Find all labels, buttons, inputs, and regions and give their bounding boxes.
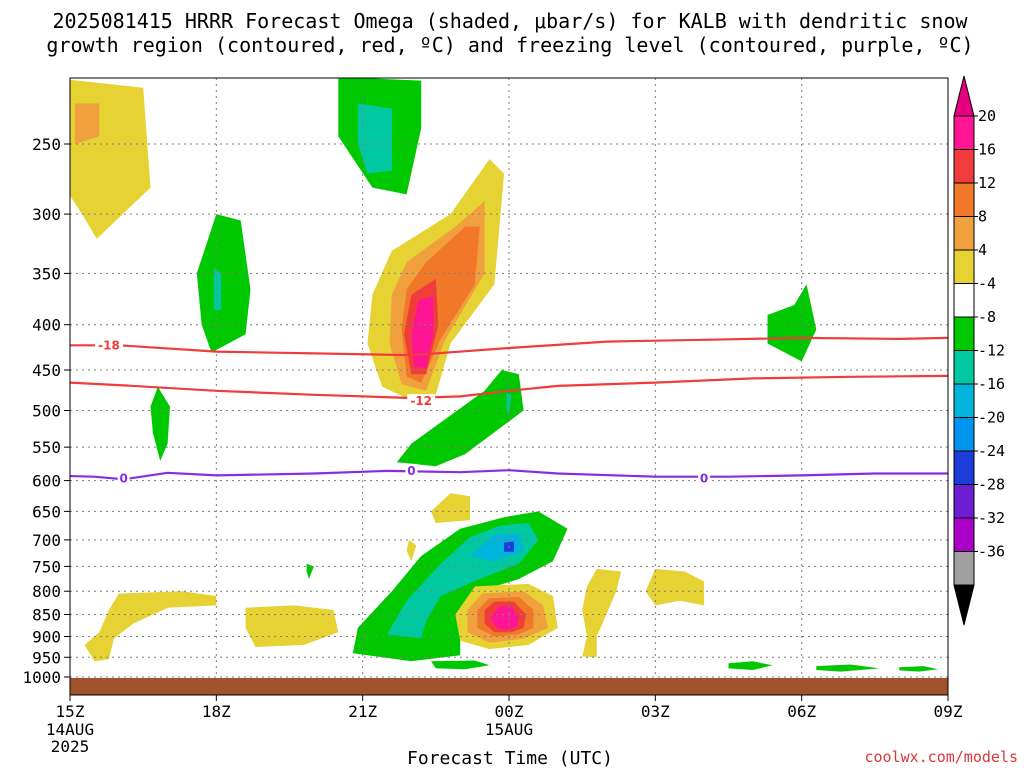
y-axis: 250 300 350 400 450 500 550 600 650 700 750 800 850 9… xyxy=(22,135,70,687)
temperature-contours: -18 -12 0 0 0 xyxy=(70,336,948,486)
colorbar-label-8: -16 xyxy=(978,375,1005,393)
omega-region-33 xyxy=(816,664,880,672)
colorbar-swatch-10 xyxy=(953,450,975,485)
colorbar-swatch-8 xyxy=(953,383,975,418)
omega-region-16 xyxy=(406,539,417,562)
y-tick-label-450: 450 xyxy=(32,361,61,380)
ground-surface xyxy=(70,678,948,695)
plot-area: -18 -12 0 0 0 xyxy=(69,77,949,696)
y-tick-label-650: 650 xyxy=(32,502,61,521)
contour-label-bg-0 xyxy=(95,338,124,352)
y-tick-label-1000: 1000 xyxy=(22,668,61,687)
colorbar-label-11: -28 xyxy=(978,476,1005,494)
colorbar-swatch-3 xyxy=(953,216,975,251)
contour-label-0: -18 xyxy=(98,338,120,352)
y-tick-label-900: 900 xyxy=(32,627,61,646)
y-tick-label-950: 950 xyxy=(32,648,61,667)
contour-label-bg-1 xyxy=(407,394,436,408)
contour-label-4: 0 xyxy=(700,472,708,486)
x-axis-title: Forecast Time (UTC) xyxy=(407,748,613,768)
colorbar-swatch-9 xyxy=(953,417,975,452)
contour-line-1 xyxy=(70,374,948,400)
omega-region-12 xyxy=(150,386,170,461)
x-tick-year-15Z: 2025 xyxy=(51,737,90,756)
contour-label-1: -12 xyxy=(410,394,432,408)
contour-label-bg-2 xyxy=(117,471,130,485)
x-tick-label-09Z: 09Z xyxy=(934,702,963,721)
y-tick-label-850: 850 xyxy=(32,606,61,625)
y-tick-label-250: 250 xyxy=(32,135,61,154)
colorbar-label-7: -12 xyxy=(978,342,1005,360)
x-tick-date-15Z: 14AUG xyxy=(46,720,94,739)
contour-label-2: 0 xyxy=(119,472,127,486)
y-tick-label-300: 300 xyxy=(32,205,61,224)
omega-region-34 xyxy=(899,666,939,672)
omega-region-17 xyxy=(306,563,314,579)
y-tick-label-550: 550 xyxy=(32,438,61,457)
colorbar-swatch-12 xyxy=(953,517,975,552)
contour-line-0 xyxy=(70,336,948,357)
omega-region-13 xyxy=(396,370,524,467)
x-tick-label-06Z: 06Z xyxy=(787,702,816,721)
omega-region-26 xyxy=(490,606,519,630)
colorbar-label-4: 4 xyxy=(978,241,987,259)
omega-region-11 xyxy=(767,284,817,362)
colorbar-label-2: 12 xyxy=(978,174,996,192)
colorbar: 20 16 12 8 4 -4 -8 -12 -16 -20 -24 -28 -32 -36 xyxy=(953,75,1005,626)
omega-region-3 xyxy=(357,103,392,174)
x-tick-label-03Z: 03Z xyxy=(641,702,670,721)
x-tick-label-15Z: 15Z xyxy=(56,702,85,721)
y-tick-label-350: 350 xyxy=(32,264,61,283)
x-tick-label-18Z: 18Z xyxy=(202,702,231,721)
omega-region-29 xyxy=(84,591,217,662)
colorbar-label-1: 16 xyxy=(978,141,996,159)
contour-label-bg-4 xyxy=(698,471,711,485)
omega-region-8 xyxy=(411,296,434,369)
omega-region-1 xyxy=(74,103,100,144)
credit-label: coolwx.com/models xyxy=(864,748,1018,766)
omega-region-10 xyxy=(213,267,222,310)
omega-region-9 xyxy=(196,214,251,353)
colorbar-label-6: -8 xyxy=(978,308,996,326)
colorbar-label-0: 20 xyxy=(978,107,996,125)
colorbar-swatch-11 xyxy=(953,484,975,519)
contour-line-2 xyxy=(70,469,948,481)
colorbar-swatch-13 xyxy=(953,551,975,586)
omega-region-31 xyxy=(431,660,490,670)
colorbar-label-3: 8 xyxy=(978,208,987,226)
colorbar-label-13: -36 xyxy=(978,543,1005,561)
y-tick-label-500: 500 xyxy=(32,402,61,421)
contour-label-3: 0 xyxy=(407,464,415,478)
colorbar-label-10: -24 xyxy=(978,442,1005,460)
colorbar-swatch-0 xyxy=(953,115,975,150)
y-tick-label-400: 400 xyxy=(32,316,61,335)
colorbar-swatch-6 xyxy=(953,316,975,351)
y-tick-label-750: 750 xyxy=(32,557,61,576)
colorbar-label-12: -32 xyxy=(978,509,1005,527)
y-tick-label-700: 700 xyxy=(32,531,61,550)
colorbar-bottom-arrow xyxy=(953,584,975,626)
omega-region-15 xyxy=(431,493,470,523)
y-tick-label-800: 800 xyxy=(32,582,61,601)
colorbar-swatch-1 xyxy=(953,149,975,184)
omega-region-28 xyxy=(645,568,705,606)
chart-title-line-2: growth region (contoured, red, ºC) and f… xyxy=(46,33,973,57)
y-tick-label-600: 600 xyxy=(32,472,61,491)
omega-region-32 xyxy=(728,661,773,670)
colorbar-swatch-5 xyxy=(953,283,975,318)
colorbar-swatch-2 xyxy=(953,182,975,217)
contour-label-bg-3 xyxy=(405,463,418,477)
x-tick-label-21Z: 21Z xyxy=(348,702,377,721)
omega-region-20 xyxy=(470,533,524,562)
colorbar-swatch-4 xyxy=(953,249,975,284)
colorbar-label-9: -20 xyxy=(978,409,1005,427)
colorbar-swatch-7 xyxy=(953,350,975,385)
colorbar-label-5: -4 xyxy=(978,275,996,293)
chart-title-line-1: 2025081415 HRRR Forecast Omega (shaded, … xyxy=(52,9,968,33)
x-tick-date-00Z: 15AUG xyxy=(485,720,533,739)
omega-shading xyxy=(70,78,939,672)
x-tick-label-00Z: 00Z xyxy=(495,702,524,721)
